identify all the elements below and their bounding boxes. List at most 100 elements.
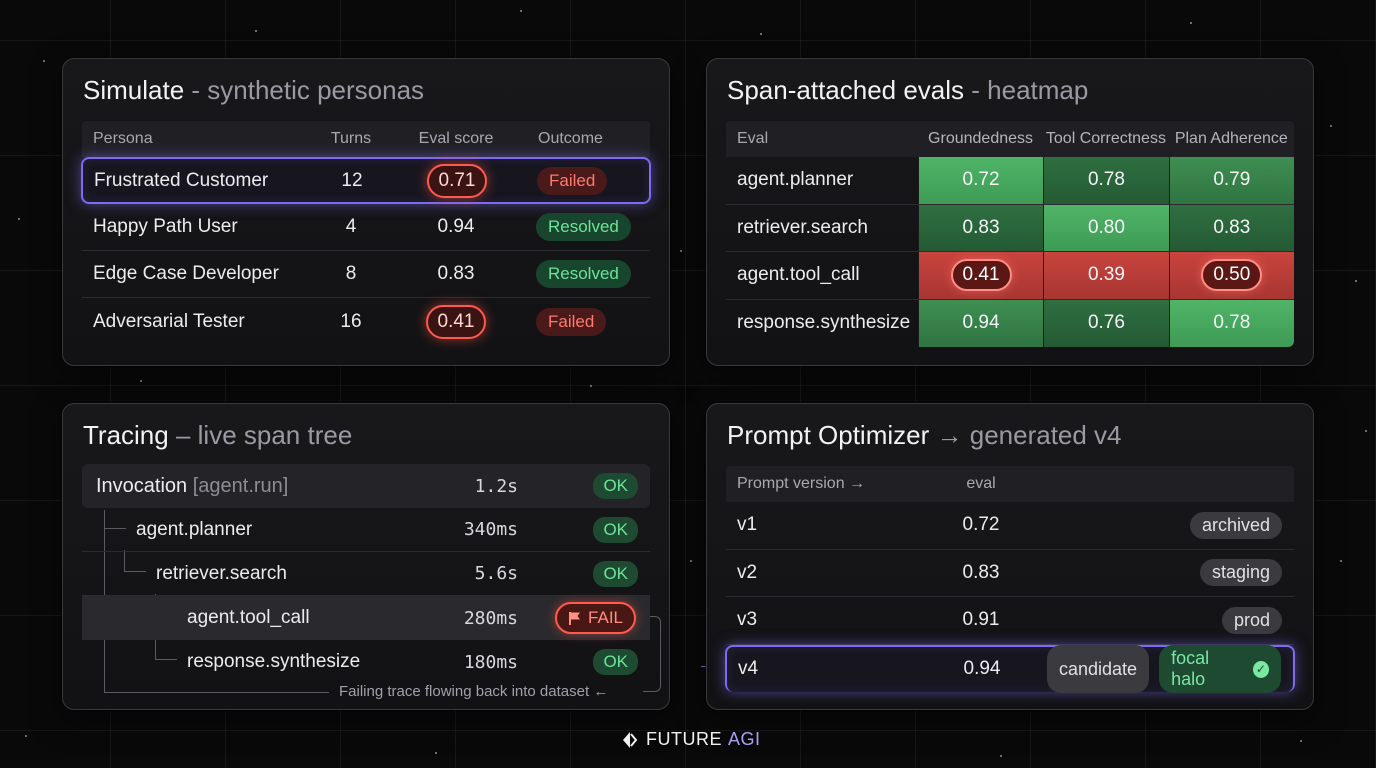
header-persona[interactable]: Persona [93, 130, 153, 147]
fail-badge: FAIL [555, 602, 636, 634]
span-row[interactable]: agent.planner 340ms OK [82, 508, 650, 552]
arrow-left-icon: ← [593, 683, 609, 700]
flag-icon [568, 611, 582, 625]
future-agi-logo-icon [622, 731, 638, 749]
heatmap-row-label: agent.planner [737, 169, 854, 191]
eval-value: 0.72 [962, 514, 1000, 536]
heatmap-title: Span-attached evals - heatmap [727, 75, 1089, 105]
heatmap-row[interactable]: retriever.search 0.83 0.80 0.83 [726, 204, 1295, 252]
turns-value: 16 [340, 310, 362, 332]
status-badge: candidate [1047, 645, 1150, 694]
table-row[interactable]: v3 0.91 prod [726, 597, 1294, 645]
status-badge: OK [593, 473, 638, 499]
prompt-version-table: Prompt version → eval v1 0.72 archived v… [725, 466, 1295, 694]
prompt-optimizer-panel: Prompt Optimizer → generated v4 Prompt v… [706, 403, 1314, 710]
span-tree: Invocation [agent.run] 1.2s OK agent.pla… [82, 464, 650, 684]
heatmap-row[interactable]: agent.tool_call 0.41 0.39 0.50 [726, 252, 1295, 300]
heatmap-row[interactable]: agent.planner 0.72 0.78 0.79 [726, 157, 1295, 205]
eval-score: 0.94 [437, 216, 475, 237]
header-turns[interactable]: Turns [330, 130, 372, 147]
header-eval-score[interactable]: Eval score [418, 130, 494, 147]
status-badge: Resolved [536, 213, 631, 241]
heatmap-cell[interactable]: 0.76 [1043, 299, 1169, 347]
span-name: retriever.search [156, 562, 287, 584]
persona-table-header: Persona Turns Eval score Outcome [82, 121, 650, 157]
span-duration: 1.2s [474, 475, 518, 497]
span-name: response.synthesize [187, 651, 361, 672]
table-row[interactable]: Happy Path User 4 0.94 Resolved [82, 204, 650, 251]
span-duration: 5.6s [474, 563, 518, 584]
table-row-focused[interactable]: v4 0.94 candidate focal halo ✓ [725, 644, 1295, 694]
tree-connector [104, 528, 126, 529]
status-badge: prod [1221, 606, 1282, 634]
heatmap-cell[interactable]: 0.83 [917, 204, 1044, 251]
status-badge: Resolved [536, 260, 631, 288]
span-name: agent.planner [136, 518, 253, 540]
eval-value: 0.91 [962, 609, 1000, 631]
heatmap-cell[interactable]: 0.80 [1043, 204, 1169, 251]
span-row[interactable]: response.synthesize 180ms OK [82, 640, 650, 684]
eval-score: 0.83 [437, 263, 475, 284]
table-row[interactable]: Adversarial Tester 16 0.41 Failed [82, 298, 650, 345]
heatmap-cell[interactable]: 0.79 [1168, 157, 1295, 204]
header-eval[interactable]: eval [966, 475, 996, 492]
eval-score-highlight: 0.71 [426, 163, 488, 198]
brand-name: FUTURE [646, 729, 722, 749]
check-icon: ✓ [1252, 660, 1269, 678]
prompt-version: v3 [737, 609, 758, 631]
feedback-loop-line [643, 616, 661, 692]
simulate-panel: Simulate - synthetic personas Persona Tu… [62, 58, 670, 366]
persona-name: Happy Path User [93, 216, 238, 237]
status-badge: staging [1199, 559, 1282, 587]
span-row[interactable]: retriever.search 5.6s OK [82, 552, 650, 596]
turns-value: 12 [341, 169, 363, 191]
heatmap-cell[interactable]: 0.72 [917, 157, 1044, 204]
status-badge: Failed [537, 166, 608, 195]
span-name: agent.tool_call [187, 607, 310, 628]
prompt-version-header: Prompt version → eval [726, 466, 1294, 502]
heatmap-cell[interactable]: 0.78 [1168, 299, 1295, 347]
persona-table: Persona Turns Eval score Outcome Frustra… [81, 121, 651, 345]
header-prompt-version[interactable]: Prompt version → [737, 475, 866, 492]
span-duration: 280ms [463, 607, 518, 629]
heatmap-cell[interactable]: 0.94 [917, 299, 1044, 347]
eval-score-highlight: 0.41 [425, 304, 487, 339]
heatmap-cell[interactable]: 0.41 [917, 252, 1044, 299]
table-row[interactable]: v1 0.72 archived [726, 502, 1294, 550]
table-row[interactable]: v2 0.83 staging [726, 550, 1294, 597]
heatmap-cell[interactable]: 0.50 [1168, 252, 1295, 299]
turns-value: 4 [345, 216, 357, 237]
brand-name-accent: AGI [728, 729, 761, 749]
prompt-optimizer-title: Prompt Optimizer → generated v4 [727, 420, 1122, 450]
heatmap-row[interactable]: response.synthesize 0.94 0.76 0.78 [726, 299, 1295, 347]
span-row-root[interactable]: Invocation [agent.run] 1.2s OK [82, 464, 650, 508]
turns-value: 8 [345, 263, 357, 284]
simulate-title: Simulate - synthetic personas [83, 75, 425, 105]
feedback-loop-caption: Failing trace flowing back into dataset … [339, 683, 609, 700]
header-outcome[interactable]: Outcome [538, 130, 603, 147]
persona-name: Adversarial Tester [93, 310, 245, 332]
heatmap-panel: Span-attached evals - heatmap Eval Groun… [706, 58, 1314, 366]
heatmap-cell[interactable]: 0.39 [1043, 252, 1169, 299]
heatmap-cell[interactable]: 0.83 [1168, 204, 1295, 251]
prompt-version: v1 [737, 514, 758, 536]
header-groundedness: Groundedness [928, 130, 1034, 147]
heatmap-table: Eval Groundedness Tool Correctness Plan … [726, 121, 1295, 347]
prompt-version: v4 [738, 658, 759, 680]
persona-name: Frustrated Customer [94, 169, 269, 191]
prompt-version: v2 [737, 561, 758, 583]
header-tool-correctness: Tool Correctness [1045, 130, 1166, 147]
span-row-failing[interactable]: agent.tool_call 280ms FAIL [82, 596, 650, 640]
heatmap-cell[interactable]: 0.78 [1043, 157, 1169, 204]
focal-halo-badge: focal halo ✓ [1159, 645, 1281, 694]
table-row[interactable]: Frustrated Customer 12 0.71 Failed [81, 157, 651, 204]
brand-logo: FUTURE AGI [622, 729, 761, 750]
header-eval: Eval [737, 130, 769, 147]
status-badge: OK [593, 516, 638, 543]
table-row[interactable]: Edge Case Developer 8 0.83 Resolved [82, 251, 650, 298]
heatmap-row-label: retriever.search [737, 216, 868, 238]
tracing-panel: Tracing – live span tree Invocation [age… [62, 403, 670, 710]
heatmap-row-label: agent.tool_call [737, 264, 860, 286]
heatmap-cell-highlight: 0.50 [1201, 259, 1263, 292]
status-badge: OK [593, 649, 638, 675]
